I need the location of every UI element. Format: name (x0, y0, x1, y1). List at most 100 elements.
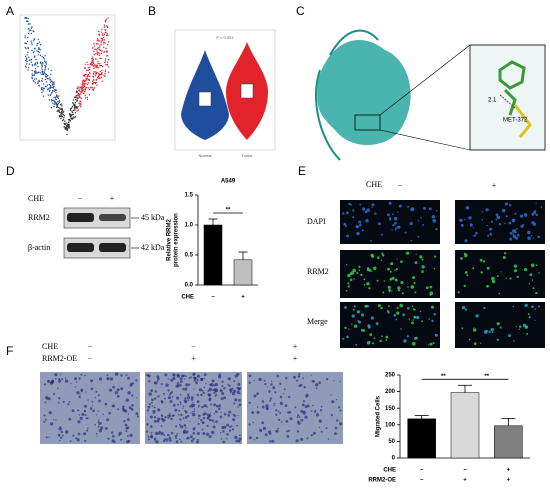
volcano-point (93, 67, 95, 70)
cell (222, 440, 225, 444)
cell (76, 391, 80, 395)
cell (387, 267, 390, 271)
volcano-point (31, 69, 33, 72)
volcano-point (52, 102, 54, 104)
volcano-point (64, 127, 67, 130)
y-axis-label: Relative RRM2 (167, 219, 173, 261)
cell (271, 439, 275, 443)
volcano-point (49, 77, 51, 79)
cell (251, 411, 255, 414)
cell (192, 402, 194, 404)
cell (248, 374, 252, 378)
volcano-point (62, 114, 65, 116)
cell (44, 401, 47, 404)
volcano-point (41, 73, 43, 76)
volcano-point (104, 21, 107, 23)
cell (97, 425, 100, 428)
cell (540, 206, 543, 208)
sig-label: ** (441, 374, 446, 380)
volcano-point (105, 47, 107, 50)
bar (494, 425, 523, 459)
cell (346, 335, 349, 339)
cell (385, 335, 389, 339)
treatment-label: CHE (366, 180, 382, 189)
cell (100, 426, 104, 430)
volcano-point (37, 65, 39, 68)
cell (220, 432, 222, 434)
cell (147, 374, 151, 378)
volcano-point (85, 83, 87, 85)
cell (530, 263, 535, 268)
cell (184, 410, 188, 414)
cell (150, 434, 153, 436)
cell (473, 327, 475, 329)
volcano-point (50, 84, 52, 87)
cell (401, 292, 404, 295)
cell (114, 372, 119, 376)
cell (238, 437, 242, 441)
volcano-point (64, 120, 66, 122)
cell (286, 430, 288, 433)
volcano-point (31, 65, 34, 67)
volcano-point (47, 88, 49, 91)
x-row-label: CHE (181, 295, 194, 301)
volcano-point (101, 40, 103, 42)
volcano-point (85, 86, 88, 89)
cell (514, 269, 517, 273)
cell (496, 338, 499, 341)
cell (310, 374, 312, 376)
cell (96, 435, 98, 437)
cell (190, 439, 194, 443)
cell (184, 387, 188, 391)
cell (385, 339, 388, 341)
volcano-point (99, 77, 101, 80)
volcano-point (86, 78, 88, 80)
cell (197, 438, 199, 441)
volcano-point (86, 61, 88, 63)
volcano-point (103, 41, 105, 43)
cell (320, 409, 323, 412)
volcano-point (25, 48, 27, 50)
cell (190, 396, 194, 400)
cell (188, 377, 191, 379)
volcano-point (93, 87, 96, 89)
volcano-point (42, 57, 45, 59)
volcano-point (103, 39, 106, 41)
volcano-point (97, 47, 99, 49)
cell (393, 313, 397, 317)
cell (464, 239, 468, 243)
volcano-point (36, 43, 38, 45)
cell (60, 437, 62, 439)
cell (196, 379, 199, 382)
cell (179, 393, 182, 396)
cell (171, 396, 174, 398)
cell (524, 303, 528, 308)
cell (485, 208, 489, 212)
cell (412, 342, 416, 346)
cell (428, 344, 430, 346)
cell (190, 398, 194, 401)
cell (213, 413, 216, 415)
cell (120, 438, 123, 441)
cell (355, 343, 358, 346)
cell (486, 284, 489, 288)
cell (180, 380, 183, 383)
cell (150, 431, 153, 434)
cell (70, 383, 72, 385)
volcano-point (86, 98, 89, 101)
row-label: Merge (307, 317, 328, 326)
volcano-point (41, 67, 43, 69)
volcano-point (42, 90, 44, 92)
volcano-point (83, 80, 86, 83)
cell (411, 305, 414, 308)
cell (228, 384, 231, 387)
cell (531, 305, 534, 309)
volcano-point (44, 70, 46, 72)
cell (61, 434, 64, 437)
cell (69, 440, 72, 442)
volcano-point (83, 86, 85, 88)
cell (147, 438, 150, 441)
cell (215, 410, 218, 414)
cell (186, 437, 189, 440)
cell (345, 290, 348, 292)
